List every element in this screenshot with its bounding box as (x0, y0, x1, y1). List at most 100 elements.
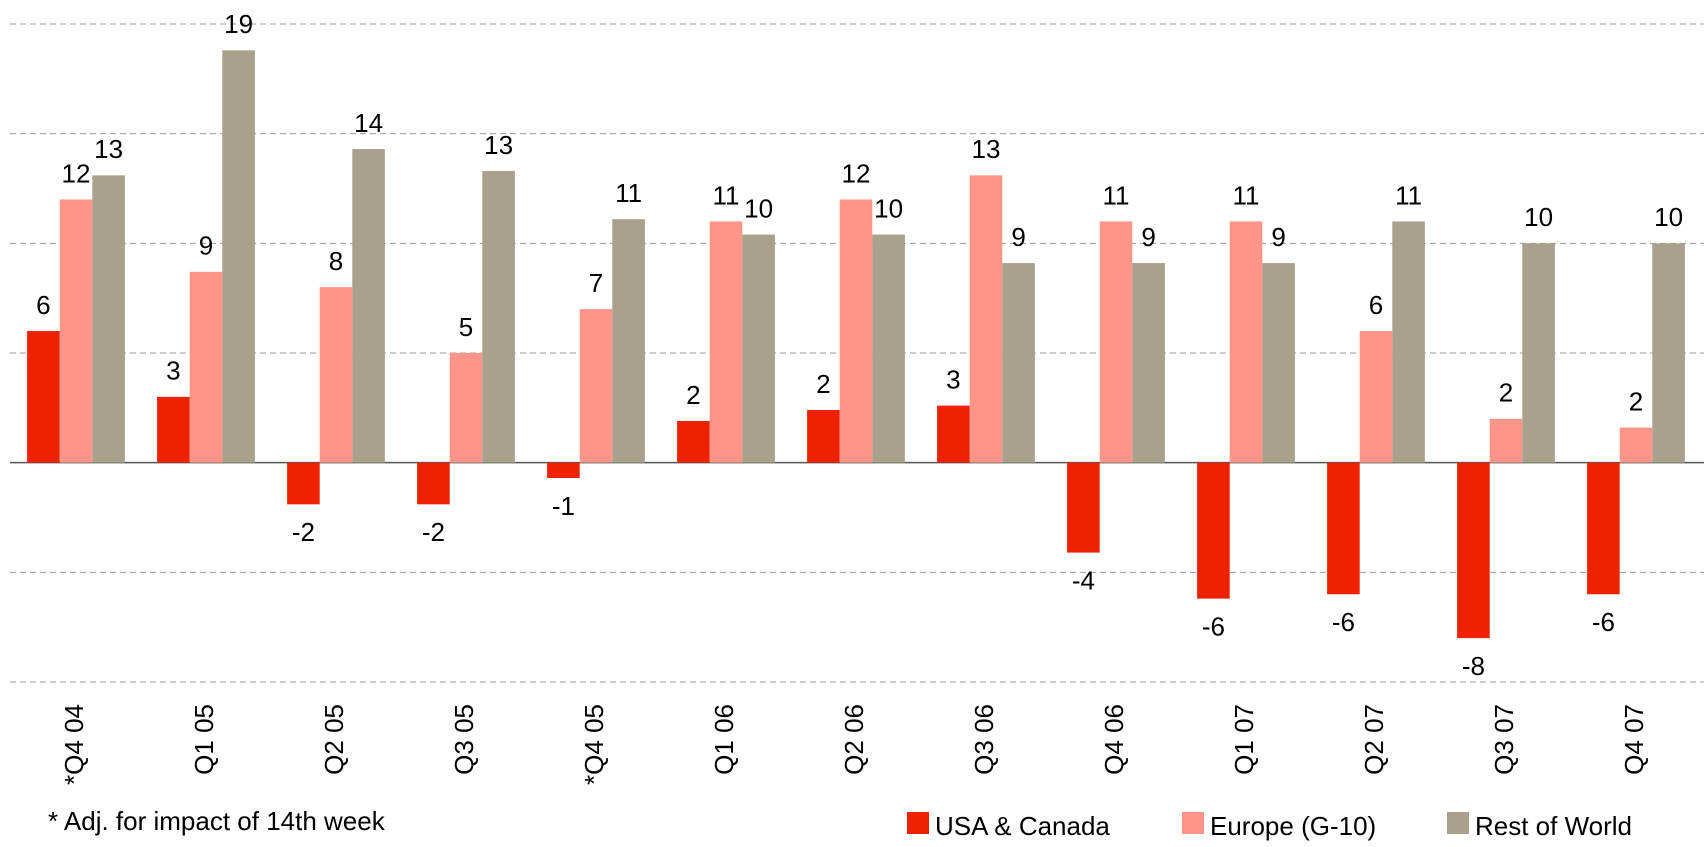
bar (59, 199, 93, 463)
data-label: 9 (1271, 222, 1285, 252)
data-label: -8 (1462, 651, 1485, 681)
bar (969, 175, 1003, 463)
bar (1359, 331, 1393, 463)
data-label: -6 (1592, 607, 1615, 637)
data-label: 10 (744, 193, 773, 223)
bar (937, 405, 970, 463)
data-label: 6 (1369, 290, 1383, 320)
data-label: 14 (354, 108, 383, 138)
bar (1229, 221, 1263, 463)
bar (449, 353, 483, 463)
bar (1457, 462, 1490, 639)
data-label: 12 (842, 158, 871, 188)
data-label: 12 (62, 158, 91, 188)
data-label: -2 (422, 517, 445, 547)
bar (839, 199, 873, 463)
legend-label: Europe (G-10) (1210, 811, 1376, 841)
data-label: 19 (224, 9, 253, 39)
data-label: 2 (816, 369, 830, 399)
data-label: 2 (1499, 378, 1513, 408)
data-label: 3 (946, 365, 960, 395)
footnote: * Adj. for impact of 14th week (48, 806, 386, 836)
bar (482, 170, 515, 463)
data-label: 13 (972, 134, 1001, 164)
data-label: 9 (1141, 222, 1155, 252)
legend-label: Rest of World (1475, 811, 1632, 841)
bar (612, 219, 645, 463)
x-tick-label: Q4 06 (1099, 704, 1129, 775)
bar (1652, 243, 1685, 463)
x-tick-label: Q2 06 (839, 704, 869, 775)
x-tick-label: Q4 07 (1619, 704, 1649, 775)
data-label: 11 (615, 178, 642, 208)
bar (1002, 263, 1035, 463)
x-tick-label: Q2 07 (1359, 704, 1389, 775)
data-label: 11 (1395, 180, 1422, 210)
x-tick-label: Q3 07 (1489, 704, 1519, 775)
data-label: 10 (1654, 202, 1683, 232)
bar (807, 410, 840, 463)
data-label: -1 (552, 491, 575, 521)
bar (417, 462, 450, 505)
x-tick-label: Q1 07 (1229, 704, 1259, 775)
legend-swatch (1182, 812, 1204, 834)
bar (709, 221, 743, 463)
data-label: -2 (292, 517, 315, 547)
bar (319, 287, 353, 463)
bar (1327, 462, 1360, 595)
bar (222, 50, 255, 463)
x-tick-label: Q1 06 (709, 704, 739, 775)
data-label: 2 (686, 380, 700, 410)
bar (1522, 243, 1555, 463)
bar (1262, 263, 1295, 463)
legend-label: USA & Canada (935, 811, 1110, 841)
data-label: -6 (1332, 607, 1355, 637)
data-label: -4 (1072, 565, 1095, 595)
data-label: 5 (459, 312, 473, 342)
bar (1587, 462, 1620, 595)
data-label: 10 (874, 193, 903, 223)
bar (677, 420, 710, 463)
x-tick-label: *Q4 04 (59, 704, 89, 785)
data-label: 9 (199, 231, 213, 261)
x-tick-label: *Q4 05 (579, 704, 609, 785)
bar (1392, 221, 1425, 463)
bar (92, 175, 125, 463)
data-label: -6 (1202, 612, 1225, 642)
bar (1132, 263, 1165, 463)
data-label: 13 (94, 134, 123, 164)
bar (579, 309, 613, 463)
bar (287, 462, 320, 505)
data-label: 9 (1011, 222, 1025, 252)
data-label: 7 (589, 268, 603, 298)
bar (1099, 221, 1133, 463)
bar (547, 462, 580, 479)
x-tick-label: Q3 05 (449, 704, 479, 775)
data-label: 11 (1103, 180, 1130, 210)
bar (157, 396, 190, 463)
bar (1489, 418, 1523, 463)
data-label: 10 (1524, 202, 1553, 232)
data-label: 6 (36, 290, 50, 320)
data-label: 2 (1629, 386, 1643, 416)
data-label: 11 (713, 180, 740, 210)
x-tick-label: Q1 05 (189, 704, 219, 775)
bar (872, 234, 905, 463)
legend-swatch (1447, 812, 1469, 834)
x-tick-label: Q3 06 (969, 704, 999, 775)
bar (742, 234, 775, 463)
legend-swatch (907, 812, 929, 834)
x-tick-label: Q2 05 (319, 704, 349, 775)
bar (352, 149, 385, 463)
bar (1067, 462, 1100, 553)
data-label: 3 (166, 356, 180, 386)
bar (189, 271, 223, 463)
data-label: 11 (1233, 180, 1260, 210)
bar (1619, 427, 1653, 463)
data-label: 13 (484, 130, 513, 160)
data-label: 8 (329, 246, 343, 276)
bar (27, 331, 60, 463)
bar (1197, 462, 1230, 599)
